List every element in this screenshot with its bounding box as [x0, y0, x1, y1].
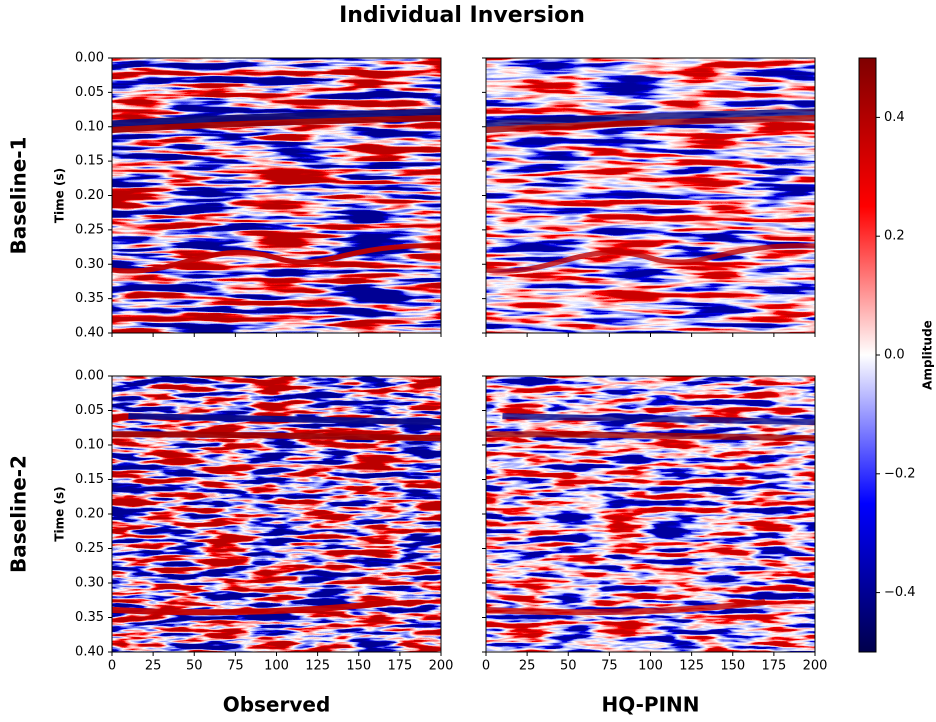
x-tick-label: 25	[145, 659, 162, 674]
y-tick-label: 0.10	[75, 438, 104, 453]
reflector	[111, 115, 442, 133]
x-tick-label: 175	[761, 659, 786, 674]
colorbar-tick-label: −0.2	[884, 466, 916, 481]
colorbar-tick-label: 0.0	[884, 348, 905, 363]
x-tick-label: 150	[720, 659, 745, 674]
reflector	[485, 598, 767, 616]
reflectors	[111, 108, 442, 274]
x-tick-label: 125	[305, 659, 330, 674]
x-tick-label: 25	[519, 659, 536, 674]
reflector	[111, 598, 393, 616]
x-tick-label: 175	[387, 659, 412, 674]
reflector	[485, 431, 816, 442]
colorbar	[858, 57, 877, 653]
x-tick-label: 0	[482, 659, 490, 674]
column-label: Observed	[223, 693, 331, 717]
panel: 0 25 50 75 100 125 150 175 200 0.00 0.05 0.10 0.15 0.…	[75, 369, 453, 674]
seismic-image	[112, 58, 441, 333]
reflectors	[111, 413, 442, 616]
y-tick-label: 0.40	[75, 645, 104, 660]
x-tick-label: 50	[560, 659, 577, 674]
y-tick-label: 0.30	[75, 257, 104, 272]
y-tick-label: 0.20	[75, 507, 104, 522]
x-tick-label: 150	[346, 659, 371, 674]
y-tick-label: 0.15	[75, 154, 104, 169]
y-tick-label: 0.20	[75, 188, 104, 203]
x-tick-label: 200	[429, 659, 454, 674]
y-tick-label: 0.25	[75, 541, 104, 556]
x-tick-label: 0	[108, 659, 116, 674]
reflector	[128, 413, 442, 426]
y-axis-label: Time (s)	[53, 486, 67, 541]
colorbar-label: Amplitude	[921, 320, 935, 390]
reflectors	[485, 413, 816, 616]
y-tick-label: 0.25	[75, 222, 104, 237]
reflector	[485, 108, 816, 128]
reflector	[485, 243, 816, 274]
panel: 0.00 0.05 0.10 0.15 0.20 0.25 0.30 0.35 0.40	[75, 51, 442, 341]
y-axis-label: Time (s)	[53, 168, 67, 223]
y-tick-label: 0.30	[75, 576, 104, 591]
colorbar-tick-label: −0.4	[884, 585, 916, 600]
row-label: Baseline-2	[7, 455, 31, 573]
panel	[482, 57, 816, 337]
y-tick-label: 0.00	[75, 51, 104, 66]
seismic-image	[486, 58, 815, 333]
y-tick-label: 0.00	[75, 369, 104, 384]
y-tick-label: 0.15	[75, 472, 104, 487]
x-tick-label: 75	[601, 659, 618, 674]
column-label: HQ-PINN	[602, 693, 700, 717]
reflectors	[485, 108, 816, 274]
x-tick-label: 125	[679, 659, 704, 674]
colorbar-tick-label: 0.2	[884, 229, 905, 244]
x-tick-label: 75	[227, 659, 244, 674]
colorbar-tick-label: 0.4	[884, 110, 905, 125]
reflector	[111, 243, 442, 274]
x-tick-label: 50	[186, 659, 203, 674]
panel: 0 25 50 75 100 125 150 175 200	[482, 375, 828, 674]
y-tick-label: 0.35	[75, 610, 104, 625]
reflector	[111, 431, 442, 442]
reflector	[111, 108, 442, 128]
y-tick-label: 0.05	[75, 85, 104, 100]
figure-title: Individual Inversion	[339, 3, 585, 28]
reflector	[485, 115, 816, 133]
y-tick-label: 0.35	[75, 291, 104, 306]
reflector	[502, 413, 816, 426]
x-tick-label: 100	[638, 659, 663, 674]
x-tick-label: 100	[264, 659, 289, 674]
y-tick-label: 0.40	[75, 326, 104, 341]
x-tick-label: 200	[803, 659, 828, 674]
y-tick-label: 0.05	[75, 403, 104, 418]
y-tick-label: 0.10	[75, 119, 104, 134]
row-label: Baseline-1	[7, 137, 31, 255]
